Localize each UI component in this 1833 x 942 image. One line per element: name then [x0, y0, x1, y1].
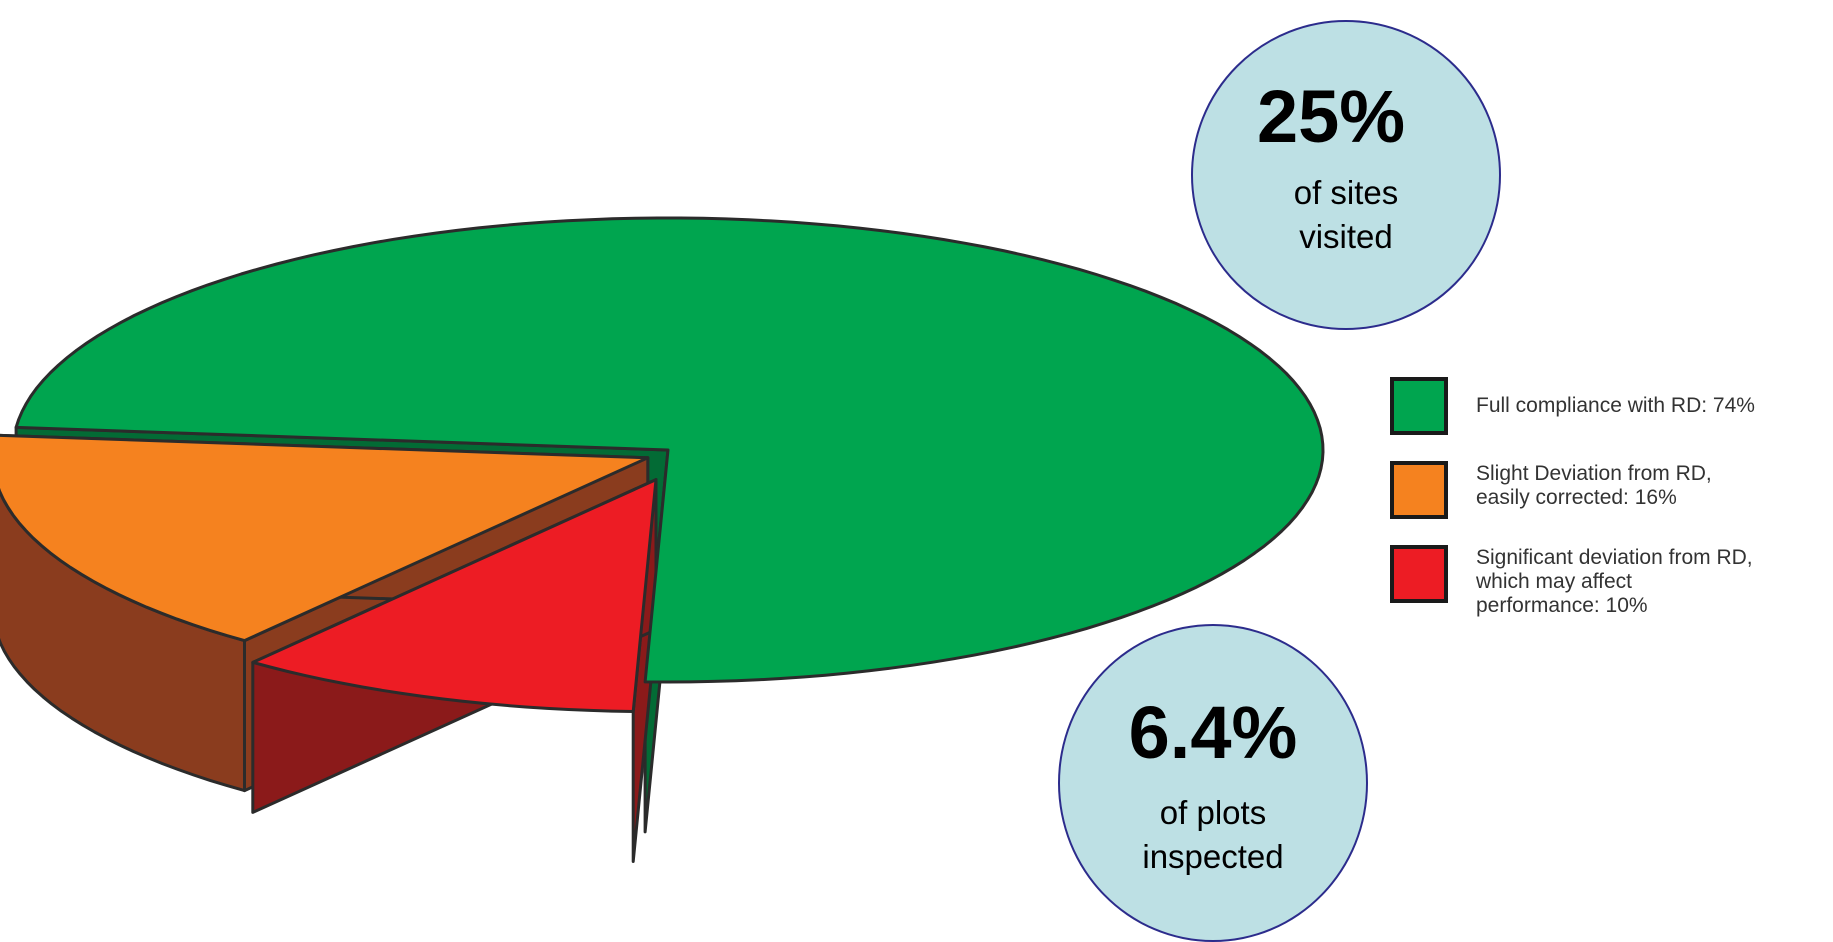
pie-slice-significant-deviation [251, 478, 658, 713]
legend-swatch-green [1390, 377, 1448, 435]
legend-item-slight-deviation: Slight Deviation from RD, easily correct… [1390, 461, 1820, 519]
plots-inspected-callout: 6.4% of plots inspected [1058, 624, 1368, 942]
legend-swatch-red [1390, 545, 1448, 603]
legend-item-full-compliance: Full compliance with RD: 74% [1390, 377, 1820, 435]
legend-item-significant-deviation: Significant deviation from RD, which may… [1390, 545, 1820, 618]
sites-visited-text: of sites visited [1293, 174, 1399, 255]
pie-group [0, 216, 1325, 863]
legend-label: Significant deviation from RD, which may… [1476, 546, 1753, 617]
pie-slice-slight-deviation [0, 433, 650, 643]
plots-inspected-text: of plots inspected [1142, 794, 1284, 875]
legend-swatch-orange [1390, 461, 1448, 519]
sites-visited-callout: 25% of sites visited [1191, 20, 1501, 330]
sites-visited-value: 25% [1256, 75, 1406, 158]
legend-label: Slight Deviation from RD, easily correct… [1476, 462, 1712, 509]
legend: Full compliance with RD: 74% Slight Devi… [1390, 377, 1820, 644]
pie-slice-full-compliance [14, 216, 1325, 684]
legend-label: Full compliance with RD: 74% [1476, 394, 1755, 417]
plots-inspected-value: 6.4% [1128, 691, 1298, 774]
